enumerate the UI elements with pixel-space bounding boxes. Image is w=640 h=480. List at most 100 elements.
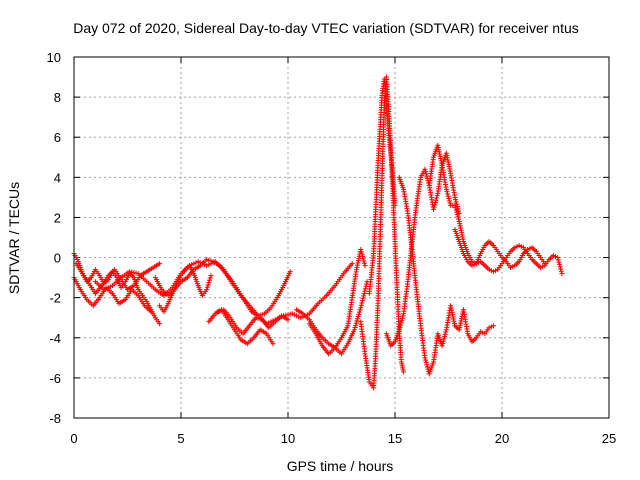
data-point (206, 280, 212, 286)
data-point (356, 311, 362, 317)
data-point (443, 329, 449, 335)
data-point (542, 261, 548, 267)
data-point (454, 212, 460, 218)
data-point (555, 255, 561, 261)
data-point (361, 290, 367, 296)
series-track-1 (71, 251, 163, 327)
y-tick-label-4: 0 (54, 251, 61, 266)
data-point (399, 318, 405, 324)
x-tick-label-2: 10 (281, 431, 295, 446)
data-point (432, 200, 438, 206)
data-point (447, 200, 453, 206)
data-point (359, 251, 365, 257)
y-tick-label-0: -8 (49, 411, 61, 426)
data-point (441, 336, 447, 342)
data-point (422, 166, 428, 172)
data-point (454, 209, 460, 215)
series-track-16 (452, 226, 548, 271)
data-point (424, 362, 430, 368)
data-point (399, 315, 405, 321)
data-point (556, 259, 562, 265)
x-tick-label-1: 5 (177, 431, 184, 446)
y-tick-label-1: -6 (49, 371, 61, 386)
data-point (442, 334, 448, 340)
data-point (360, 253, 366, 259)
data-point (423, 359, 429, 365)
data-point (400, 313, 406, 319)
data-point (396, 327, 402, 333)
data-point (453, 205, 459, 211)
data-point (358, 305, 364, 311)
data-point (555, 257, 561, 263)
data-point (558, 266, 564, 272)
data-point (207, 277, 213, 283)
x-axis-label: GPS time / hours (287, 458, 394, 474)
data-point (397, 324, 403, 330)
x-tick-label-5: 25 (602, 431, 616, 446)
data-point (204, 287, 210, 293)
y-axis-label: SDTVAR / TECUs (6, 182, 22, 294)
data-point (423, 171, 429, 177)
data-point (559, 271, 565, 277)
y-tick-label-8: 8 (54, 90, 61, 105)
series-track-7 (206, 307, 276, 347)
data-point (355, 316, 361, 322)
data-point (361, 293, 367, 299)
data-point (353, 320, 359, 326)
data-point (422, 355, 428, 361)
data-point (360, 295, 366, 301)
data-point (208, 273, 214, 279)
data-point (434, 193, 440, 199)
data-point (157, 321, 163, 327)
series-track-12 (366, 76, 398, 297)
data-point (285, 317, 291, 323)
data-points (71, 74, 565, 391)
data-point (446, 196, 452, 202)
data-point (356, 309, 362, 315)
data-point (445, 191, 451, 197)
data-point (357, 307, 363, 313)
data-point (358, 249, 364, 255)
data-point (439, 343, 445, 349)
series-track-8 (214, 307, 291, 337)
data-point (361, 260, 367, 266)
data-point (444, 189, 450, 195)
data-point (432, 202, 438, 208)
y-tick-label-2: -4 (49, 331, 61, 346)
series-track-6 (157, 263, 214, 315)
data-point (558, 268, 564, 274)
data-point (442, 331, 448, 337)
data-point (433, 197, 439, 203)
y-tick-label-6: 4 (54, 170, 61, 185)
data-point (351, 327, 357, 333)
data-point (431, 206, 437, 212)
data-point (443, 186, 449, 192)
data-point (431, 204, 437, 210)
gridlines (74, 57, 609, 418)
data-point (425, 366, 431, 372)
data-point (452, 202, 458, 208)
data-point (359, 300, 365, 306)
data-point (445, 193, 451, 199)
data-point (398, 322, 404, 328)
data-point (207, 275, 213, 281)
data-point (270, 341, 276, 347)
data-point (361, 258, 367, 264)
series-track-2 (73, 261, 163, 297)
data-point (360, 256, 366, 262)
data-point (148, 309, 154, 315)
data-point (440, 341, 446, 347)
y-tick-label-3: -2 (49, 291, 61, 306)
data-point (354, 318, 360, 324)
data-point (453, 199, 459, 205)
data-point (362, 263, 368, 269)
data-point (455, 214, 461, 220)
data-point (453, 207, 459, 213)
series-track-11 (358, 74, 407, 391)
data-point (423, 169, 429, 175)
series-track-10 (306, 247, 368, 357)
data-point (392, 202, 398, 208)
data-point (424, 364, 430, 370)
data-point (287, 269, 293, 275)
data-point (355, 314, 361, 320)
